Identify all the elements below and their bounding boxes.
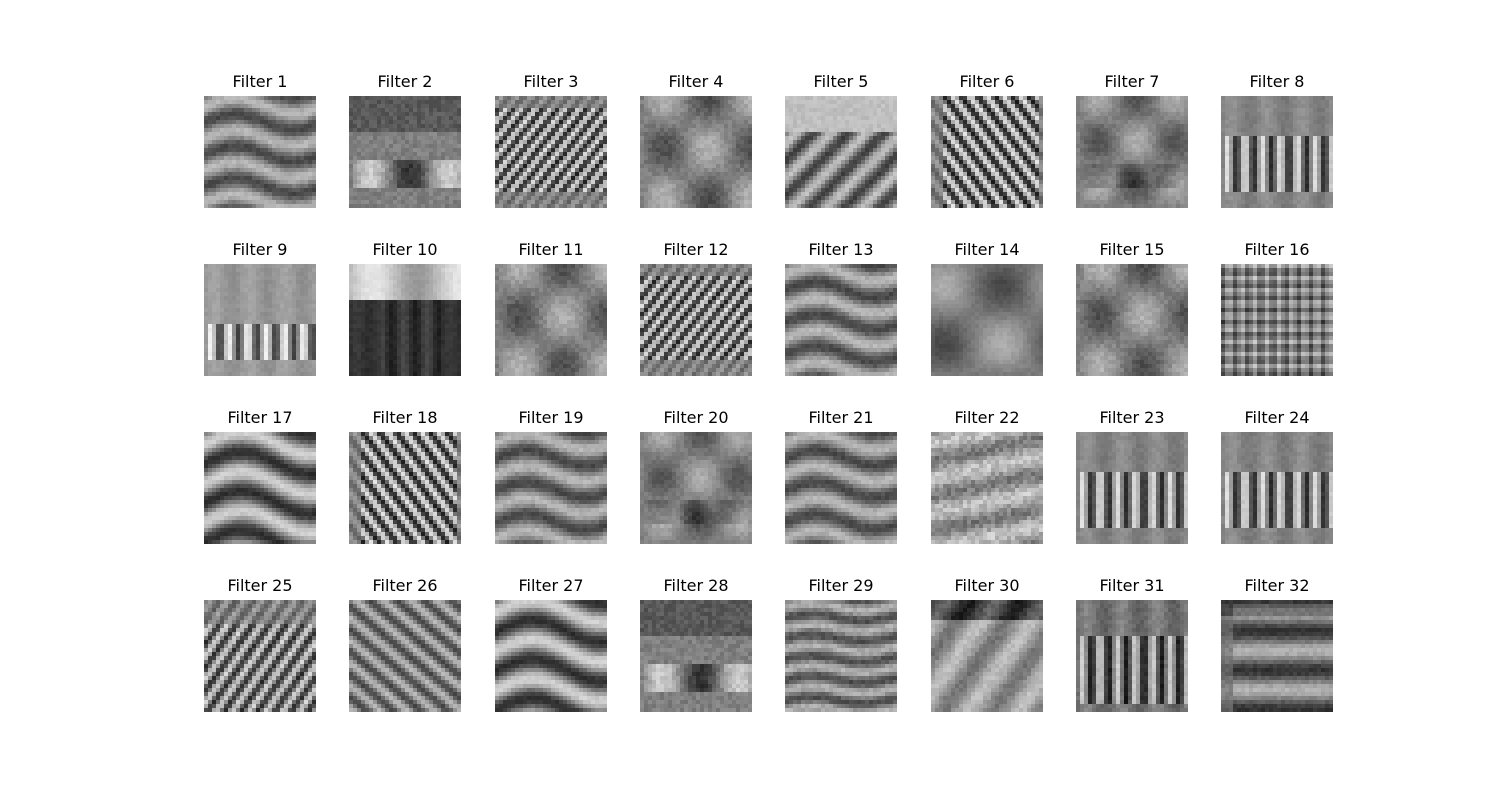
filter-title: Filter 7 [1104, 72, 1160, 91]
filter-title: Filter 13 [808, 240, 874, 259]
filter-feature-map [1221, 264, 1333, 376]
filter-feature-map [785, 432, 897, 544]
filter-panel: Filter 3 [495, 72, 607, 208]
filter-title: Filter 30 [954, 576, 1020, 595]
filter-title: Filter 11 [518, 240, 584, 259]
filter-feature-map [1076, 432, 1188, 544]
filter-title: Filter 4 [668, 72, 724, 91]
filter-feature-map [204, 432, 316, 544]
filter-panel: Filter 2 [349, 72, 461, 208]
filter-feature-map [785, 96, 897, 208]
filter-feature-map [204, 96, 316, 208]
filter-feature-map [204, 600, 316, 712]
filter-feature-map [785, 264, 897, 376]
filter-panel: Filter 18 [349, 408, 461, 544]
filter-panel: Filter 30 [931, 576, 1043, 712]
filter-feature-map [931, 96, 1043, 208]
filter-title: Filter 1 [232, 72, 288, 91]
filter-feature-map [1076, 264, 1188, 376]
filter-title: Filter 12 [663, 240, 729, 259]
filter-feature-map [1076, 600, 1188, 712]
filter-panel: Filter 31 [1076, 576, 1188, 712]
filter-panel: Filter 22 [931, 408, 1043, 544]
filter-panel: Filter 9 [204, 240, 316, 376]
filter-title: Filter 19 [518, 408, 584, 427]
filter-title: Filter 29 [808, 576, 874, 595]
filter-panel: Filter 6 [931, 72, 1043, 208]
filter-panel: Filter 28 [640, 576, 752, 712]
filter-title: Filter 23 [1099, 408, 1165, 427]
filter-panel: Filter 23 [1076, 408, 1188, 544]
filter-panel: Filter 20 [640, 408, 752, 544]
filter-panel: Filter 32 [1221, 576, 1333, 712]
filter-title: Filter 24 [1244, 408, 1310, 427]
filter-panel: Filter 14 [931, 240, 1043, 376]
filter-title: Filter 18 [372, 408, 438, 427]
filter-title: Filter 27 [518, 576, 584, 595]
filter-title: Filter 28 [663, 576, 729, 595]
filter-title: Filter 31 [1099, 576, 1165, 595]
filter-panel: Filter 27 [495, 576, 607, 712]
filter-panel: Filter 1 [204, 72, 316, 208]
filter-title: Filter 15 [1099, 240, 1165, 259]
filter-title: Filter 26 [372, 576, 438, 595]
filter-feature-map [640, 600, 752, 712]
filter-title: Filter 14 [954, 240, 1020, 259]
filter-feature-map [1076, 96, 1188, 208]
filter-title: Filter 17 [227, 408, 293, 427]
filter-title: Filter 16 [1244, 240, 1310, 259]
filter-panel: Filter 15 [1076, 240, 1188, 376]
filter-title: Filter 25 [227, 576, 293, 595]
filter-panel: Filter 24 [1221, 408, 1333, 544]
filter-feature-map [640, 264, 752, 376]
filter-title: Filter 5 [813, 72, 869, 91]
filter-feature-map [640, 432, 752, 544]
filter-title: Filter 8 [1249, 72, 1305, 91]
filter-title: Filter 2 [377, 72, 433, 91]
filter-feature-map [204, 264, 316, 376]
filter-panel: Filter 26 [349, 576, 461, 712]
filter-title: Filter 10 [372, 240, 438, 259]
filter-feature-map [495, 264, 607, 376]
filter-feature-map [785, 600, 897, 712]
filter-feature-map [1221, 600, 1333, 712]
filter-title: Filter 3 [523, 72, 579, 91]
filter-panel: Filter 7 [1076, 72, 1188, 208]
filter-panel: Filter 10 [349, 240, 461, 376]
filter-panel: Filter 16 [1221, 240, 1333, 376]
filter-panel: Filter 12 [640, 240, 752, 376]
filter-feature-map [495, 96, 607, 208]
filter-title: Filter 9 [232, 240, 288, 259]
filter-panel: Filter 4 [640, 72, 752, 208]
filter-panel: Filter 21 [785, 408, 897, 544]
filter-feature-map [495, 600, 607, 712]
filter-feature-map [495, 432, 607, 544]
filter-feature-map [1221, 432, 1333, 544]
filter-feature-map [349, 96, 461, 208]
filter-feature-map [640, 96, 752, 208]
filter-title: Filter 20 [663, 408, 729, 427]
filter-title: Filter 6 [959, 72, 1015, 91]
filter-panel: Filter 5 [785, 72, 897, 208]
filter-feature-map [349, 600, 461, 712]
filter-title: Filter 21 [808, 408, 874, 427]
filter-panel: Filter 25 [204, 576, 316, 712]
filter-panel: Filter 8 [1221, 72, 1333, 208]
filter-feature-map [349, 264, 461, 376]
filter-title: Filter 22 [954, 408, 1020, 427]
filter-panel: Filter 13 [785, 240, 897, 376]
filter-feature-map [1221, 96, 1333, 208]
filter-panel: Filter 29 [785, 576, 897, 712]
filter-panel: Filter 11 [495, 240, 607, 376]
filter-panel: Filter 17 [204, 408, 316, 544]
filter-feature-map [931, 600, 1043, 712]
filter-feature-map [349, 432, 461, 544]
filter-panel: Filter 19 [495, 408, 607, 544]
filter-title: Filter 32 [1244, 576, 1310, 595]
filter-feature-map [931, 264, 1043, 376]
filter-feature-map [931, 432, 1043, 544]
